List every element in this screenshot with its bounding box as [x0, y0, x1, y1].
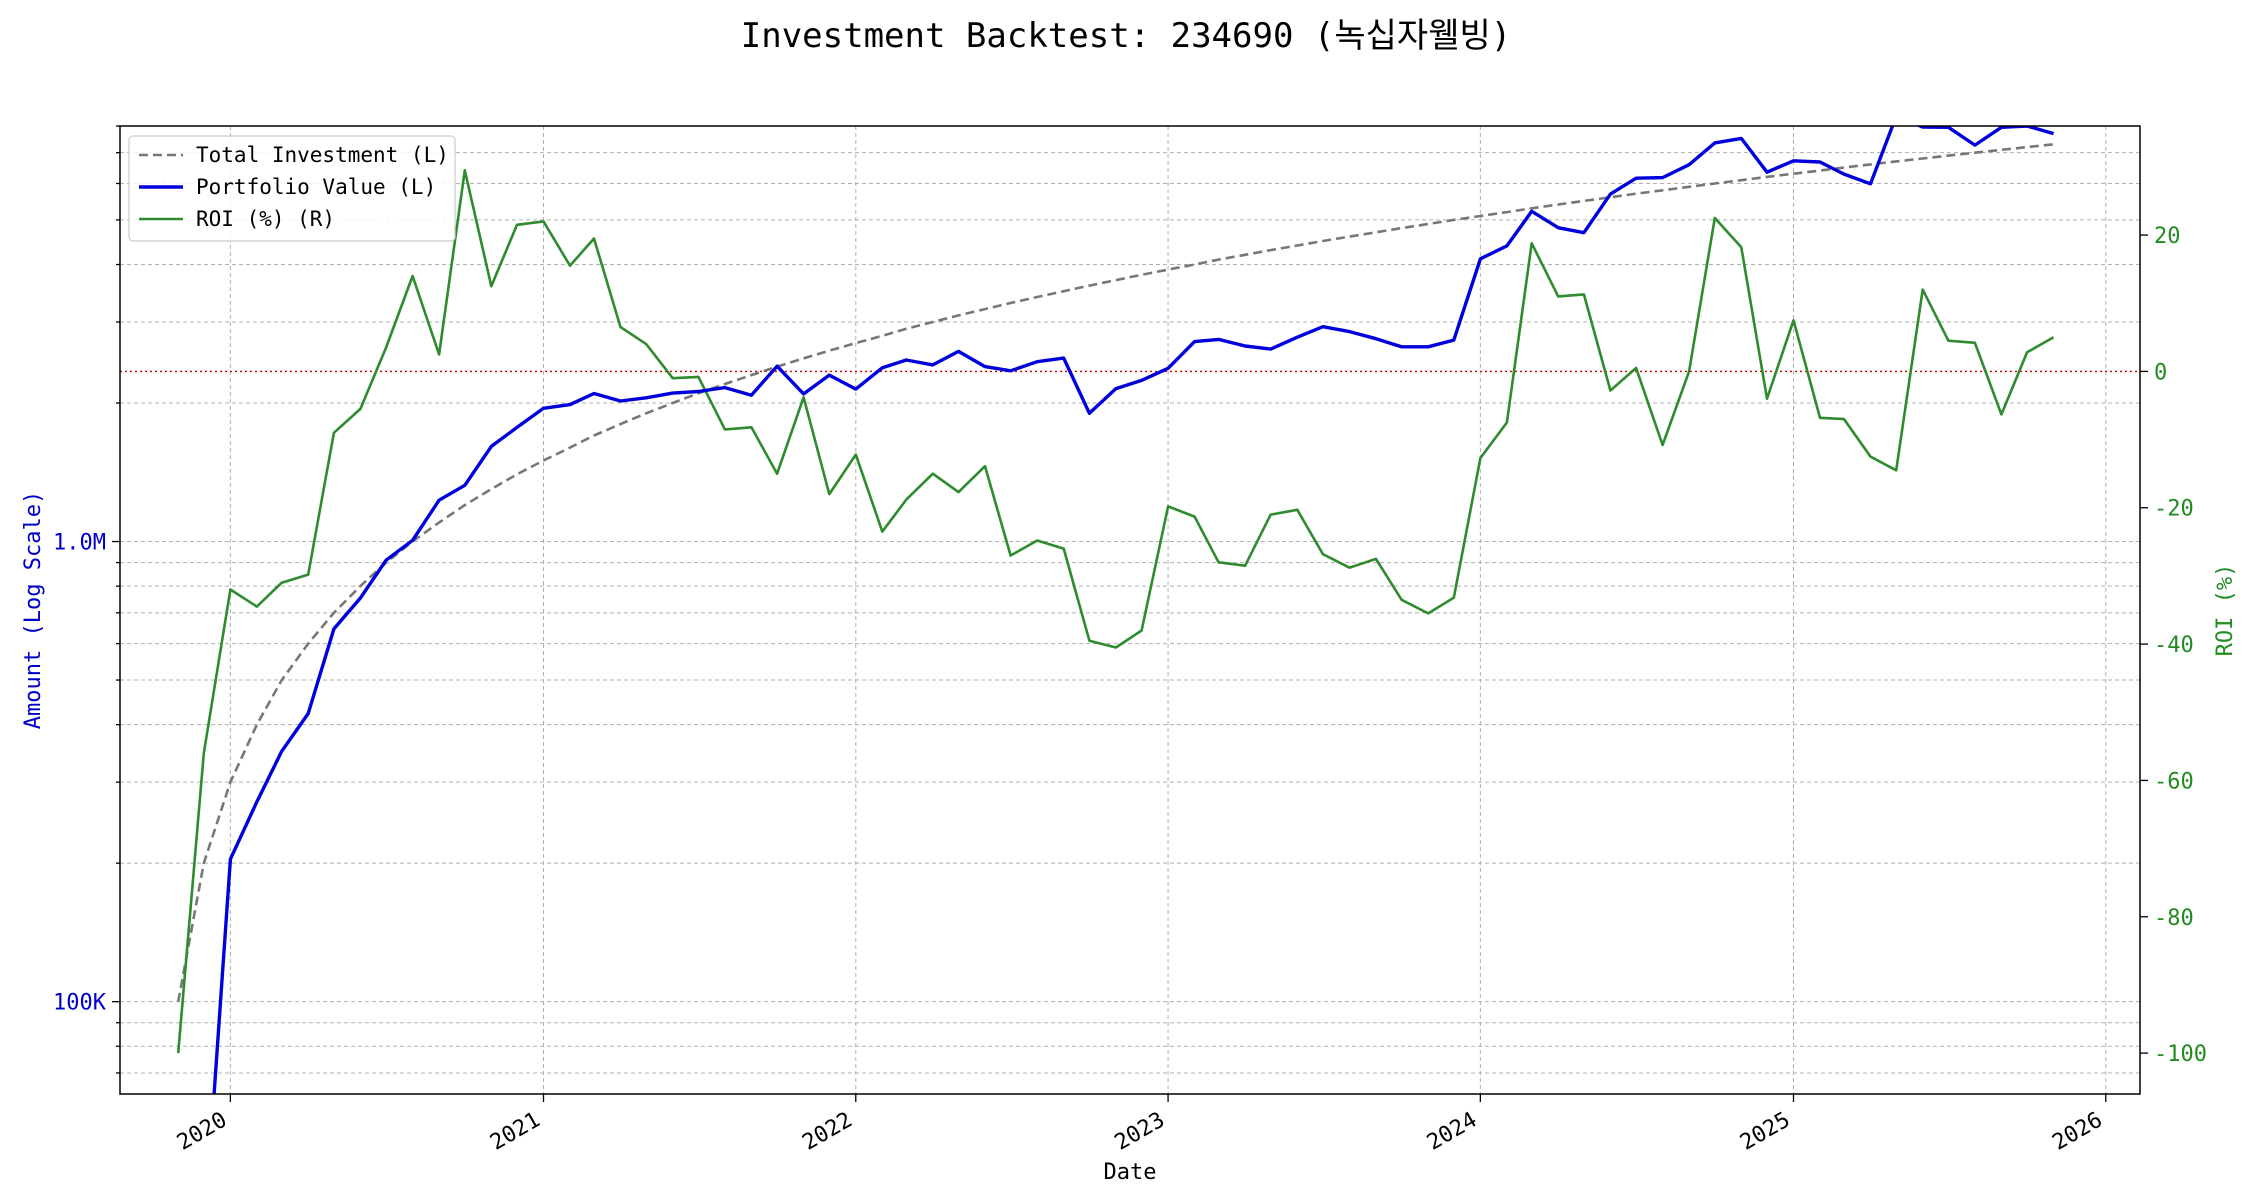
- legend-label-total-investment: Total Investment (L): [196, 143, 449, 167]
- series-line-roi-r: [176, 169, 2055, 1054]
- series-line-portfolio-value-l: [212, 126, 2055, 1094]
- legend-label-portfolio-value: Portfolio Value (L): [196, 175, 436, 199]
- series-lines: [176, 126, 2055, 1094]
- y-right-tick-label-neg100: -100: [2154, 1042, 2207, 1067]
- y-right-tick-label-neg20: -20: [2154, 497, 2194, 522]
- y-right-tick-label-20: 20: [2154, 224, 2181, 249]
- plot-area-frame: [119, 125, 2141, 1095]
- y-right-tick-label-neg40: -40: [2154, 633, 2194, 658]
- grid-lines: [120, 125, 2140, 1094]
- legend-box: [128, 135, 456, 242]
- y-right-tick-label-neg60: -60: [2154, 769, 2194, 794]
- legend-label-roi: ROI (%) (R): [196, 207, 335, 231]
- y-right-tick-label-neg80: -80: [2154, 906, 2194, 931]
- y-left-tick-label-1-0m: 1.0M: [53, 531, 106, 556]
- y-axis-left: 100K 1.0M: [53, 125, 120, 1074]
- y-axis-right: -100 -80 -60 -40 -20 0 20: [2140, 224, 2207, 1067]
- y-axis-left-label: Amount (Log Scale): [21, 491, 46, 729]
- series-line-total-investment-l: [176, 143, 2054, 1002]
- y-left-tick-label-100k: 100K: [53, 991, 107, 1016]
- chart-title: Investment Backtest: 234690 (녹십자웰빙): [741, 16, 1512, 56]
- legend: Total Investment (L) Portfolio Value (L)…: [128, 135, 456, 242]
- y-axis-right-label: ROI (%): [2213, 564, 2238, 657]
- y-right-tick-label-0: 0: [2154, 360, 2167, 385]
- x-axis-label: Date: [1104, 1160, 1157, 1185]
